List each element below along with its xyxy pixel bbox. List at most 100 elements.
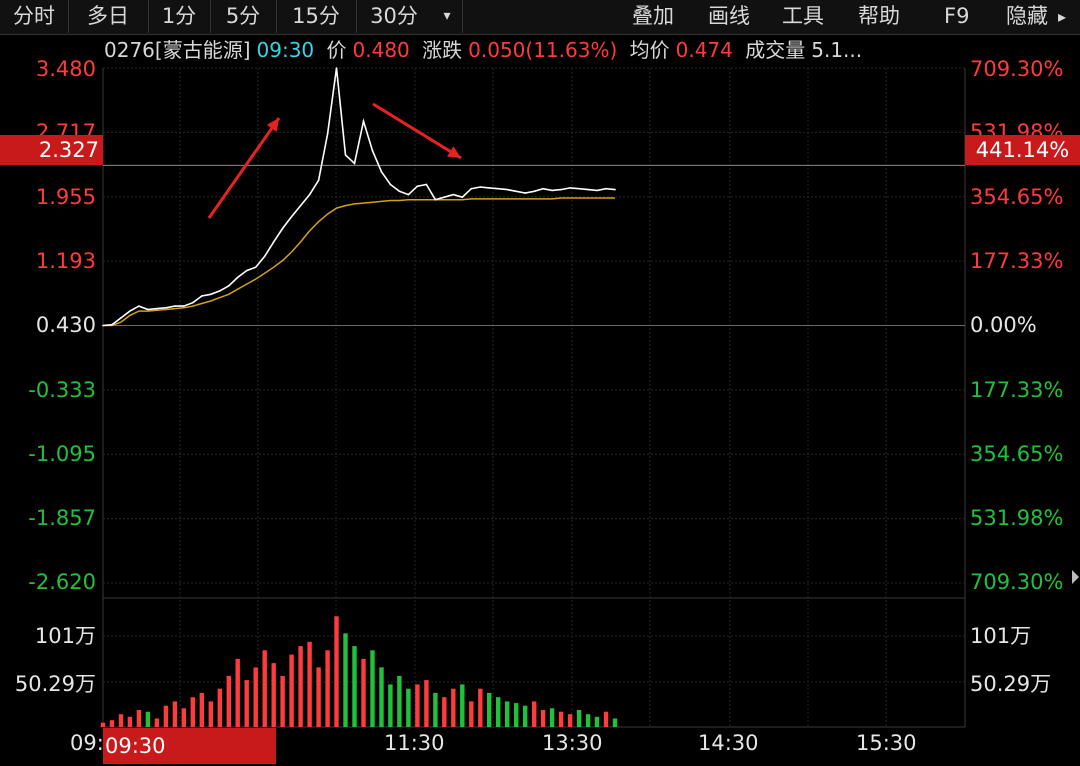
price-point (407, 193, 410, 196)
tab-5min[interactable]: 5分 (210, 0, 277, 33)
volume-bar (594, 716, 600, 727)
volume-bar (190, 697, 195, 727)
period-dropdown-icon[interactable]: ▾ (432, 0, 463, 33)
tab-intraday[interactable]: 分时 (0, 0, 69, 33)
tab-multi-day[interactable]: 多日 (68, 0, 149, 33)
y-tick-left-6: -1.095 (28, 442, 96, 466)
volume-bar (244, 680, 249, 727)
change-label: 涨跌 (422, 38, 463, 62)
y-tick-left-3: 1.193 (35, 249, 96, 273)
price-point (380, 171, 383, 173)
volume-bar (289, 654, 294, 727)
price-point (102, 324, 104, 327)
y-tick-right-4: 0.00% (970, 313, 1037, 337)
menu-hide[interactable]: 隐藏 (1006, 4, 1048, 28)
price-point (129, 310, 131, 312)
volume-bar (451, 688, 456, 727)
price-point (515, 190, 517, 193)
volume-bar (226, 675, 231, 727)
y-tick-left-2: 1.955 (35, 185, 96, 209)
volume-bar (478, 688, 483, 727)
volume-bar (352, 646, 357, 727)
tab-30min[interactable]: 30分 (370, 4, 418, 28)
price-point (479, 186, 482, 188)
price-point (245, 269, 248, 272)
price-point (308, 193, 311, 196)
volume-bar (145, 711, 151, 727)
menu-f9[interactable]: F9 (944, 4, 970, 28)
volume-bar (406, 688, 411, 727)
menu-overlay[interactable]: 叠加 (632, 4, 674, 28)
price-point (596, 189, 598, 192)
volume-bar (460, 684, 465, 727)
price-point (533, 190, 535, 193)
price-point (416, 185, 419, 187)
volume-bar (487, 692, 492, 727)
volume-bar (397, 675, 402, 727)
price-point (299, 204, 302, 207)
price-point (120, 317, 122, 319)
crosshair-price-label: 2.327 (0, 135, 103, 165)
x-tick-3: 14:30 (698, 731, 759, 755)
volume-tick-left-0: 101万 (34, 624, 96, 648)
menu-tools[interactable]: 工具 (782, 4, 824, 28)
volume-bar (370, 650, 375, 727)
price-point (201, 295, 203, 297)
price-point (174, 305, 176, 307)
price-point (560, 188, 562, 191)
y-tick-right-3: 177.33% (970, 249, 1064, 273)
volume-bar (388, 684, 393, 727)
price-point (425, 183, 428, 186)
volume-bar (603, 711, 609, 727)
avg-price-line (103, 197, 615, 327)
x-tick-4: 15:30 (856, 731, 917, 755)
quote-info-bar: 0276[蒙古能源] 09:30 价 0.480 涨跌 0.050(11.63%) 均… (104, 34, 868, 66)
tab-1min[interactable]: 1分 (148, 0, 211, 33)
y-tick-left-8: -2.620 (28, 570, 96, 594)
price-point (605, 187, 607, 190)
volume-bar (154, 718, 160, 727)
y-tick-left-0: 3.480 (35, 57, 96, 81)
x-tick-2: 13:30 (542, 731, 603, 755)
price-point (335, 67, 338, 69)
menu-draw[interactable]: 画线 (708, 4, 750, 28)
annotation-up-arrow-head (266, 118, 279, 132)
y-tick-right-5: 177.33% (970, 378, 1064, 402)
annotation-down-arrow-head (447, 146, 461, 158)
price-point (326, 133, 329, 135)
volume-bar (424, 680, 429, 727)
volume-bar (325, 650, 330, 727)
price-point (398, 190, 401, 193)
volume-bar (523, 705, 528, 727)
price-point (506, 188, 509, 191)
price-point (317, 179, 320, 182)
volume-bar (343, 633, 348, 727)
price-point (272, 241, 275, 243)
menu-help[interactable]: 帮助 (858, 4, 900, 28)
tab-15min[interactable]: 15分 (276, 0, 357, 33)
volume-bar (100, 722, 106, 727)
annotation-down-arrow-shaft (372, 102, 462, 160)
y-tick-left-7: -1.857 (28, 506, 96, 530)
y-tick-right-2: 354.65% (970, 185, 1064, 209)
scroll-right-icon[interactable] (1072, 570, 1079, 584)
price-point (254, 266, 257, 269)
chart-toolbar: 分时 多日 1分 5分 15分 30分 ▾ 叠加 画线 工具 帮助 F9 隐藏 … (0, 0, 1080, 35)
volume-tick-left-1: 50.29万 (14, 672, 96, 696)
price-point (371, 149, 374, 152)
price-point (551, 189, 553, 192)
hide-arrow-icon[interactable]: ▸ (1058, 7, 1067, 26)
price-point (524, 192, 526, 194)
price-point (183, 305, 185, 307)
price-point (156, 307, 158, 310)
price-value: 0.480 (352, 38, 410, 62)
volume-bar (217, 688, 222, 727)
price-point (353, 162, 356, 165)
crosshair-pct-label: 441.14% (965, 135, 1080, 165)
volume-bar (280, 675, 285, 727)
volume-bar (127, 716, 133, 727)
volume-bar (496, 697, 501, 727)
volume-tick-right-0: 101万 (970, 624, 1032, 648)
volume-bar (415, 684, 420, 727)
